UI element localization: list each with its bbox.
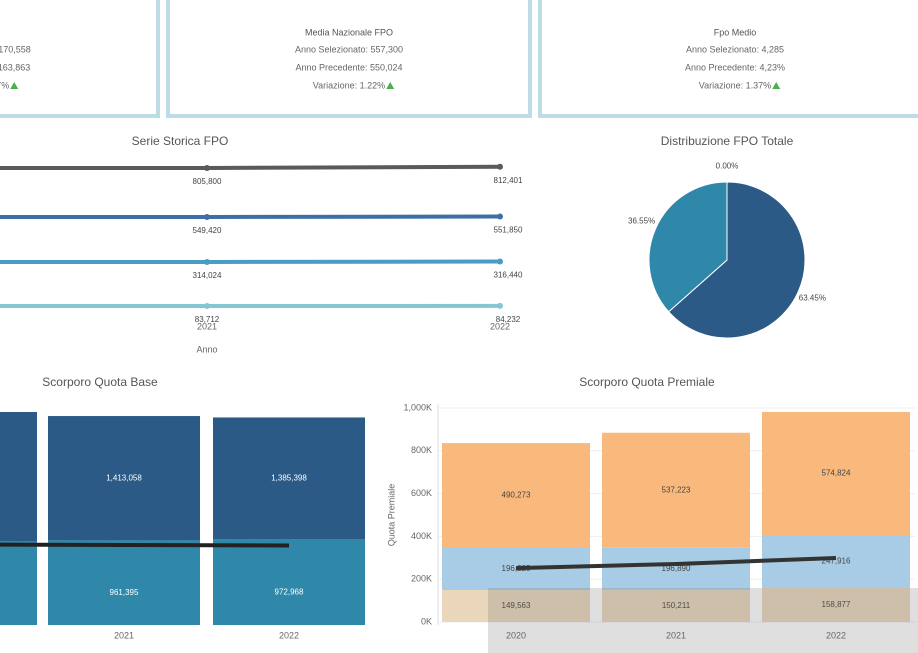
- bar-segment: [213, 539, 365, 625]
- data-label: 490,273: [502, 491, 531, 500]
- card-line: Anno Precedente: 4,23%: [685, 62, 785, 72]
- x-axis-title: Anno: [196, 344, 217, 354]
- pie-label: 0.00%: [716, 162, 739, 171]
- card-line: Variazione: 1.27%: [0, 80, 9, 90]
- chart-title: Scorporo Quota Base: [42, 375, 158, 389]
- data-label: 549,420: [193, 226, 222, 235]
- card-line: Anno Selezionato: 4,285: [686, 44, 784, 54]
- card-line: Anno Selezionato: 557,300: [295, 44, 403, 54]
- data-label: 961,395: [110, 588, 139, 597]
- x-tick-label: 2021: [114, 630, 134, 640]
- x-tick-label: 2022: [826, 630, 846, 640]
- card: [166, 0, 532, 118]
- trend-line: [515, 556, 837, 571]
- data-label: 150,211: [662, 601, 691, 610]
- bar-segment: [442, 443, 590, 549]
- line-point: [497, 258, 503, 265]
- x-tick-label: 2022: [490, 321, 510, 331]
- chart-title: Scorporo Quota Premiale: [579, 375, 715, 389]
- card-title: Fpo Medio: [714, 27, 757, 37]
- bar-segment: [602, 589, 750, 622]
- line-point: [204, 213, 210, 220]
- line-point: [497, 213, 503, 220]
- bar-segment: [602, 547, 750, 590]
- pie-slice: [667, 181, 806, 339]
- data-label: 805,800: [193, 177, 222, 186]
- card: [0, 0, 160, 118]
- bar-segment: [48, 540, 200, 625]
- bar-segment: [762, 411, 910, 535]
- y-tick-label: 1,000K: [403, 402, 432, 412]
- data-label: 1,413,058: [106, 473, 142, 482]
- line-series: [206, 164, 501, 171]
- chart-title: Serie Storica FPO: [132, 134, 229, 148]
- card-title: Media Nazionale FPO: [305, 27, 393, 37]
- card-line: Variazione: 1.22%: [313, 80, 385, 90]
- y-tick-label: 0K: [421, 616, 432, 626]
- y-tick-label: 600K: [411, 488, 432, 498]
- x-tick-label: 2020: [506, 630, 526, 640]
- chart-title: Distribuzione FPO Totale: [661, 134, 794, 148]
- y-tick-label: 800K: [411, 445, 432, 455]
- pie-label: 63.45%: [799, 293, 826, 302]
- card-line: Anno Selezionato: 3,170,558: [0, 44, 31, 54]
- x-tick-label: 2021: [666, 630, 686, 640]
- card-line: Variazione: 1.37%: [699, 80, 771, 90]
- y-tick-label: 200K: [411, 574, 432, 584]
- data-label: 84,232: [496, 315, 521, 324]
- bar-segment: [442, 589, 590, 622]
- up-indicator: [10, 82, 19, 89]
- pie-slice: [648, 181, 728, 313]
- data-label: 149,563: [502, 601, 531, 610]
- data-label: 1,385,398: [271, 474, 307, 483]
- bar-segment: [0, 541, 37, 625]
- trend-line: [0, 542, 290, 548]
- data-label: 537,223: [662, 485, 691, 494]
- data-label: 972,968: [275, 587, 304, 596]
- data-label: 83,712: [195, 315, 220, 324]
- card: [538, 0, 918, 118]
- up-indicator: [386, 82, 395, 89]
- bar-segment: [442, 548, 590, 590]
- data-label: 316,440: [494, 271, 523, 280]
- line-point: [497, 163, 503, 170]
- line-point: [497, 302, 503, 309]
- data-label: 812,401: [494, 176, 523, 185]
- bar-segment: [602, 432, 750, 548]
- card-line: Anno Precedente: 550,024: [295, 62, 402, 72]
- x-tick-label: 2022: [279, 630, 299, 640]
- pie-label: 36.55%: [628, 217, 655, 226]
- data-label: 314,024: [193, 271, 222, 280]
- x-tick-label: 2021: [197, 321, 217, 331]
- card-line: Anno Precedente: 3,163,863: [0, 62, 30, 72]
- bar-segment: [0, 412, 37, 542]
- data-label: 551,850: [494, 226, 523, 235]
- y-axis-title: Quota Premiale: [386, 484, 396, 547]
- data-label: 247,916: [822, 557, 851, 566]
- line-point: [204, 165, 210, 172]
- line-point: [204, 303, 210, 310]
- data-label: 158,877: [822, 600, 851, 609]
- banner-backdrop: [488, 588, 918, 653]
- data-label: 196,890: [662, 564, 691, 573]
- bar-segment: [48, 416, 200, 541]
- y-tick-label: 400K: [411, 531, 432, 541]
- bar-segment: [762, 588, 910, 622]
- data-label: 574,824: [822, 469, 851, 478]
- line-point: [204, 258, 210, 265]
- bar-segment: [213, 417, 365, 540]
- up-indicator: [772, 82, 781, 89]
